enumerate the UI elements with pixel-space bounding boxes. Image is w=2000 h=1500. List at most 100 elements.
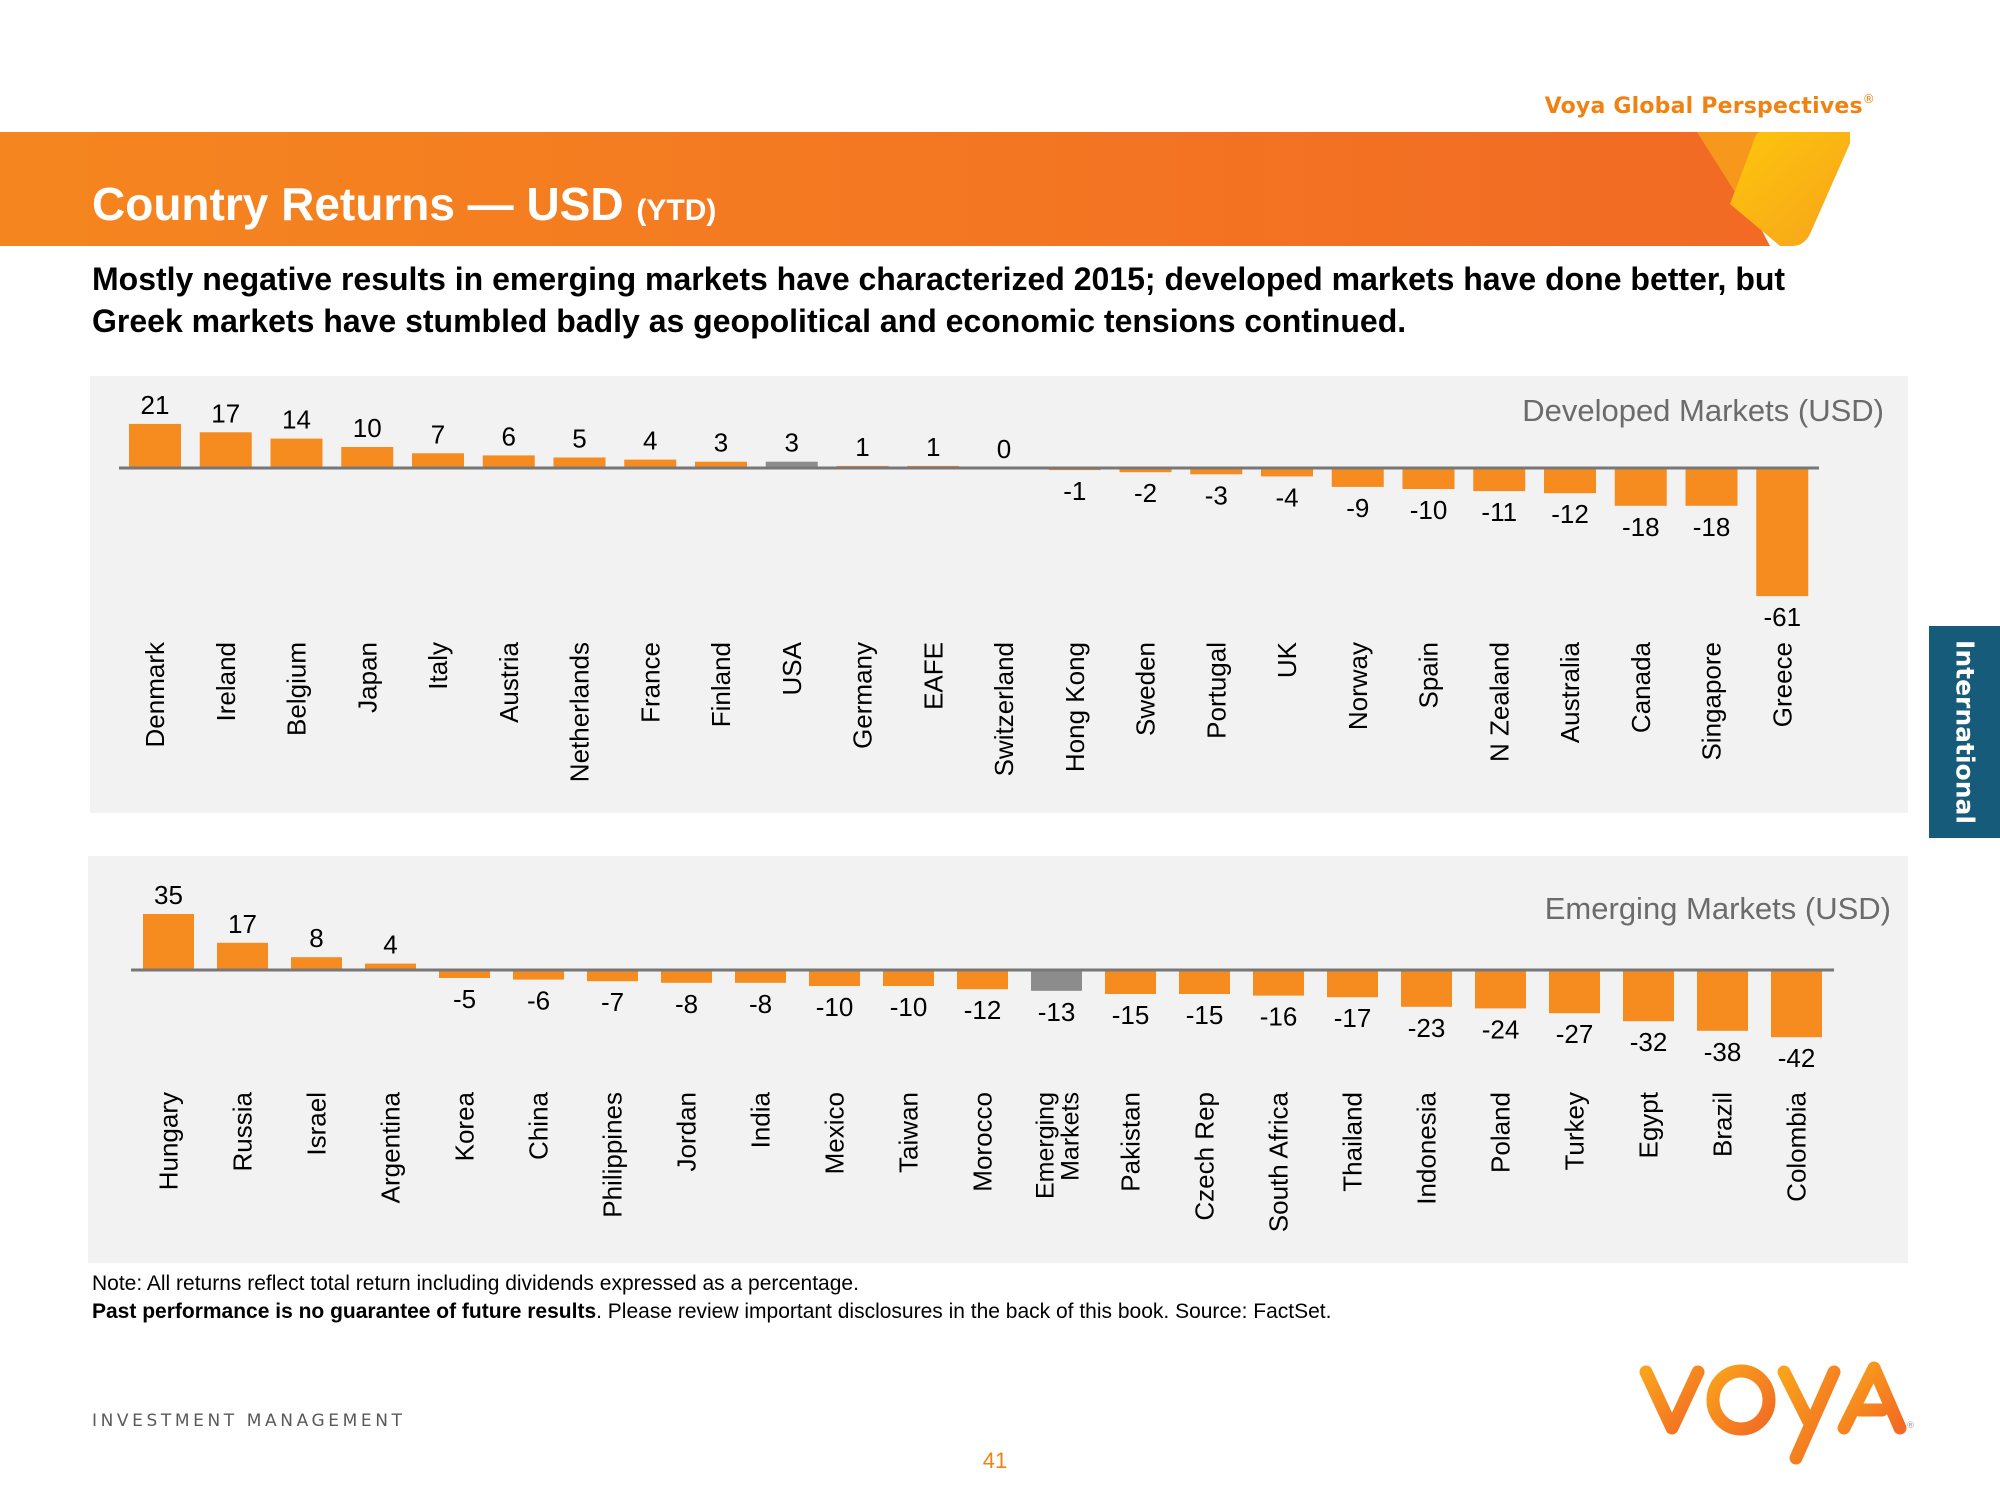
developed-value-label: 10: [353, 413, 382, 443]
emerging-value-label: -10: [890, 992, 928, 1022]
developed-category-label: Greece: [1767, 642, 1797, 727]
banner-chevron-light: [1697, 132, 1760, 192]
emerging-value-label: 4: [383, 930, 397, 960]
developed-bar: [129, 423, 181, 468]
disclaimer-rest: . Please review important disclosures in…: [596, 1300, 1332, 1323]
developed-bar: [199, 432, 252, 468]
emerging-category-label: Israel: [302, 1092, 332, 1156]
registered-mark: ®: [1862, 92, 1875, 106]
category-label-text: Australia: [1555, 641, 1585, 743]
emerging-bar: [587, 970, 638, 982]
emerging-bar: [143, 914, 194, 970]
emerging-category-label: Thailand: [1338, 1092, 1368, 1192]
category-label-text: Jordan: [672, 1092, 702, 1172]
developed-category-label: Australia: [1555, 641, 1585, 743]
developed-value-label: -18: [1622, 512, 1660, 542]
emerging-bar: [291, 957, 342, 970]
emerging-bar: [1475, 970, 1526, 1009]
logo-registered-mark: ®: [1906, 1421, 1915, 1431]
emerging-bar: [1623, 970, 1674, 1022]
emerging-category-label: India: [746, 1091, 776, 1148]
developed-value-label: -2: [1134, 478, 1157, 508]
emerging-value-label: -38: [1704, 1037, 1742, 1067]
emerging-value-label: -15: [1112, 1000, 1150, 1030]
category-label-text: Norway: [1343, 642, 1373, 730]
emerging-bar: [1401, 970, 1452, 1007]
emerging-value-label: -5: [453, 984, 476, 1014]
emerging-category-label: Brazil: [1708, 1092, 1738, 1157]
developed-category-label: Canada: [1626, 641, 1656, 733]
developed-category-label: USA: [777, 641, 807, 695]
category-label-text: Thailand: [1338, 1092, 1368, 1192]
emerging-value-label: -32: [1630, 1027, 1668, 1057]
emerging-bar: [1697, 970, 1748, 1031]
footnote: Note: All returns reflect total return i…: [92, 1270, 1331, 1326]
category-label-text: Netherlands: [565, 642, 595, 782]
developed-category-label: Switzerland: [989, 642, 1019, 776]
footnote-disclaimer: Past performance is no guarantee of futu…: [92, 1298, 1331, 1326]
developed-value-label: 14: [282, 405, 311, 435]
developed-value-label: -4: [1275, 482, 1298, 512]
developed-value-label: 3: [714, 428, 728, 458]
page-subtitle: Mostly negative results in emerging mark…: [92, 261, 1786, 339]
developed-markets-title: Developed Markets (USD): [1522, 393, 1884, 428]
developed-value-label: -1: [1063, 476, 1086, 506]
emerging-category-label: Turkey: [1560, 1092, 1590, 1171]
emerging-bar: [735, 970, 786, 983]
category-label-text: Portugal: [1201, 642, 1231, 739]
banner-chevron-yellow: [1730, 132, 1850, 246]
emerging-bar: [1549, 970, 1600, 1014]
category-label-text: Indonesia: [1412, 1091, 1442, 1204]
developed-value-label: 3: [785, 428, 799, 458]
section-tab-label: International: [1950, 640, 1979, 824]
developed-value-label: 6: [502, 421, 516, 451]
category-label-text: Pakistan: [1116, 1092, 1146, 1192]
category-label-text: Korea: [450, 1091, 480, 1161]
emerging-markets-panel: [88, 856, 1908, 1263]
developed-category-label: Singapore: [1697, 642, 1727, 761]
emerging-category-label: Taiwan: [894, 1092, 924, 1173]
logo-letter-v: [1639, 1365, 1705, 1435]
developed-bar: [1685, 468, 1738, 506]
footnote-note: Note: All returns reflect total return i…: [92, 1272, 859, 1295]
category-label-text: USA: [777, 641, 807, 695]
category-label-text: China: [524, 1091, 554, 1159]
category-label-text: Egypt: [1634, 1091, 1664, 1158]
developed-bar: [695, 461, 747, 468]
developed-bar: [341, 447, 394, 468]
emerging-bar: [365, 963, 416, 970]
emerging-value-label: -13: [1038, 997, 1076, 1027]
emerging-value-label: -10: [816, 992, 854, 1022]
developed-bar: [553, 457, 606, 468]
category-label-text: Philippines: [598, 1092, 628, 1218]
category-label-text: Sweden: [1131, 642, 1161, 736]
developed-value-label: -18: [1693, 512, 1731, 542]
category-label-text: Brazil: [1708, 1092, 1738, 1157]
emerging-value-label: -23: [1408, 1013, 1446, 1043]
emerging-bar: [1771, 970, 1822, 1038]
division-name: INVESTMENT MANAGEMENT: [92, 1411, 406, 1431]
category-label-text: Belgium: [282, 642, 312, 736]
developed-bar: [624, 459, 677, 468]
section-tab-international[interactable]: International: [1929, 626, 2000, 838]
emerging-category-label: Pakistan: [1116, 1092, 1146, 1192]
category-label-text: Finland: [706, 642, 736, 727]
developed-category-label: EAFE: [918, 642, 948, 710]
developed-bar: [1402, 468, 1455, 489]
emerging-category-label: Argentina: [376, 1091, 406, 1203]
page-title-suffix: (YTD): [636, 194, 717, 227]
emerging-value-label: 17: [228, 909, 257, 939]
developed-bar: [1544, 468, 1596, 494]
title-banner: [0, 132, 1850, 246]
developed-category-label: Germany: [848, 642, 878, 749]
emerging-value-label: -17: [1334, 1003, 1372, 1033]
emerging-category-label: Indonesia: [1412, 1091, 1442, 1204]
developed-bar: [1473, 468, 1526, 492]
emerging-bar: [1327, 970, 1378, 998]
category-label-text: Austria: [494, 641, 524, 722]
category-label-text: South Africa: [1264, 1091, 1294, 1232]
developed-bar: [482, 455, 535, 468]
emerging-category-label: China: [524, 1091, 554, 1159]
logo-letter-y: [1777, 1365, 1841, 1465]
